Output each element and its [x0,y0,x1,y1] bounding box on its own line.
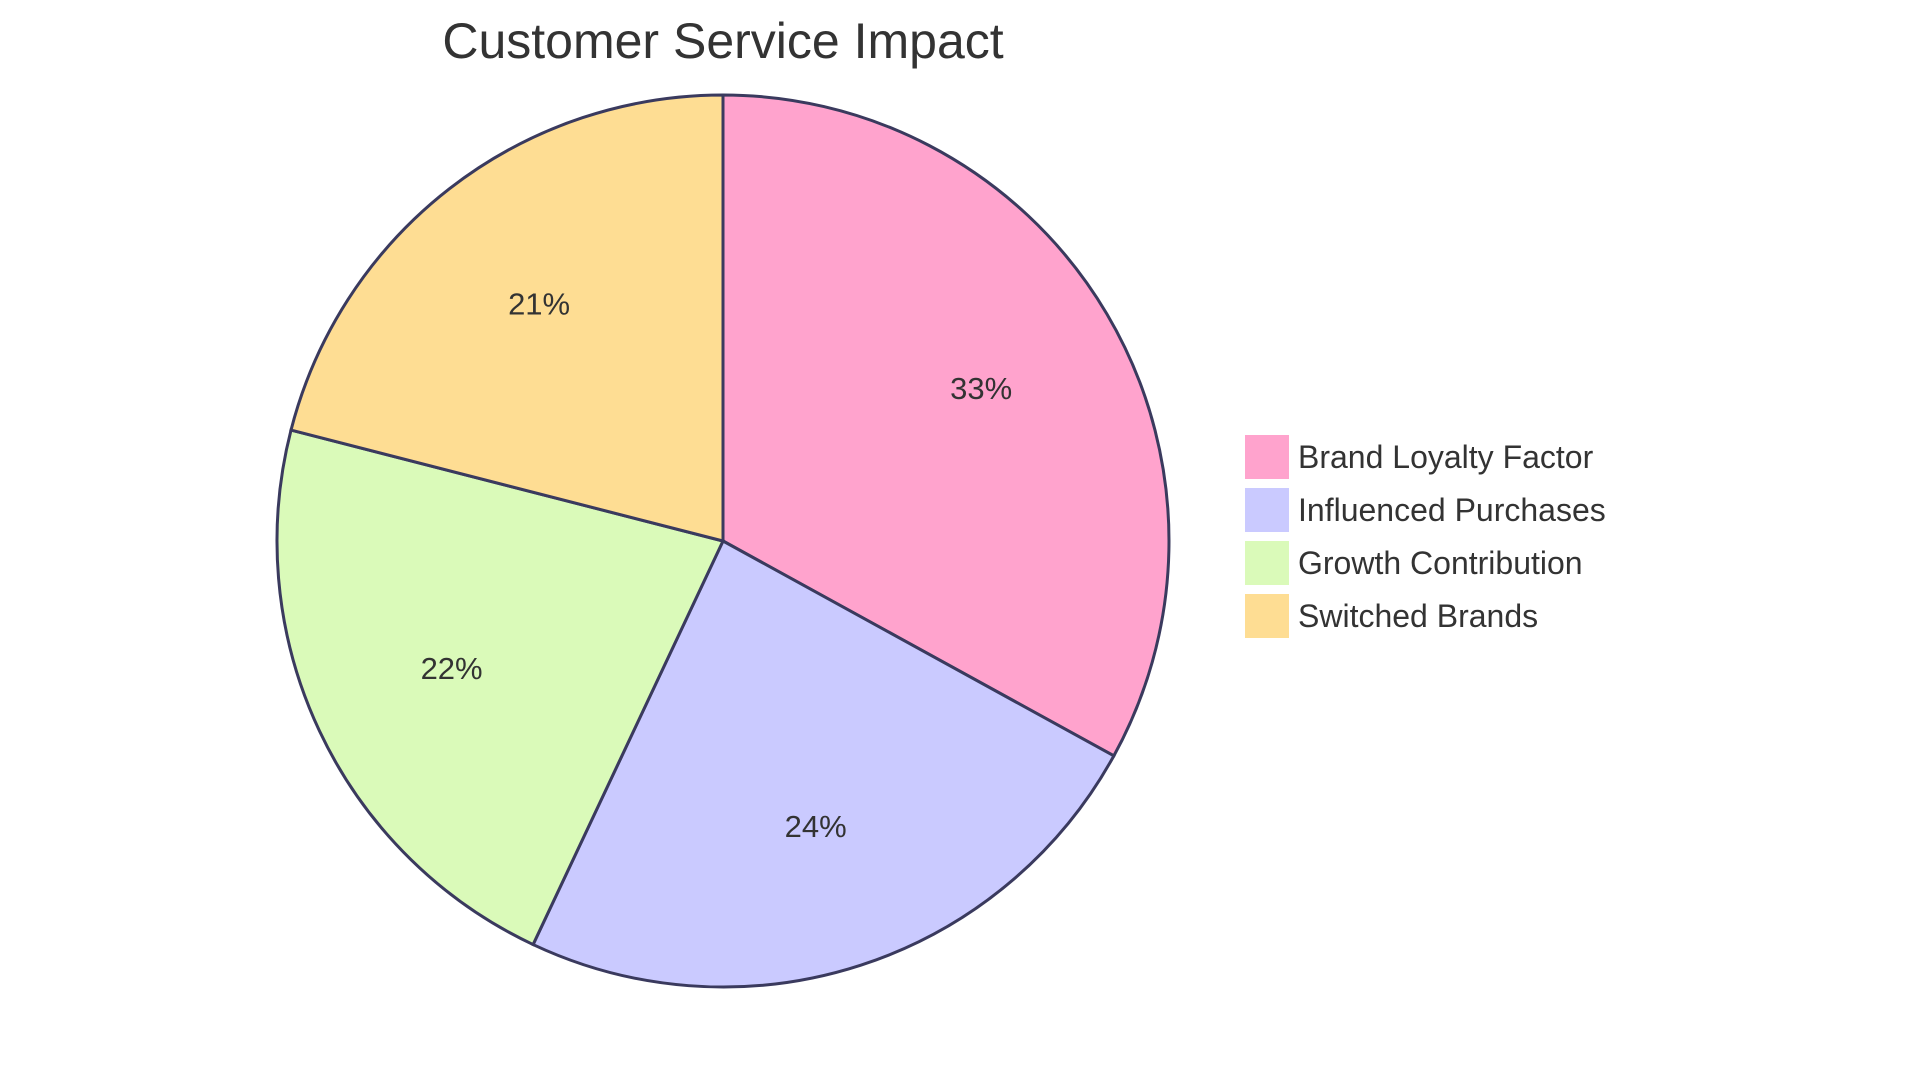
legend-label: Growth Contribution [1298,545,1583,581]
legend-swatch [1245,541,1289,585]
slice-percent-label: 22% [421,651,483,686]
pie-slice [275,428,726,947]
legend-label: Influenced Purchases [1298,492,1606,528]
legend-swatch [1245,435,1289,479]
slice-percent-label: 24% [785,809,847,844]
pie-slice-labels: 33% 24% 22% 21% [421,287,1013,844]
legend-label: Switched Brands [1298,598,1538,634]
pie-slices [275,93,1171,989]
slice-percent-label: 21% [508,287,570,322]
legend-swatch [1245,594,1289,638]
legend-swatch [1245,488,1289,532]
chart-title: Customer Service Impact [442,13,1003,69]
pie-slice [531,538,1116,989]
pie-slice [721,93,1171,758]
slice-percent-label: 33% [950,371,1012,406]
legend: Brand Loyalty Factor Influenced Purchases… [1245,435,1606,638]
pie-slice [289,93,725,543]
legend-label: Brand Loyalty Factor [1298,439,1594,475]
